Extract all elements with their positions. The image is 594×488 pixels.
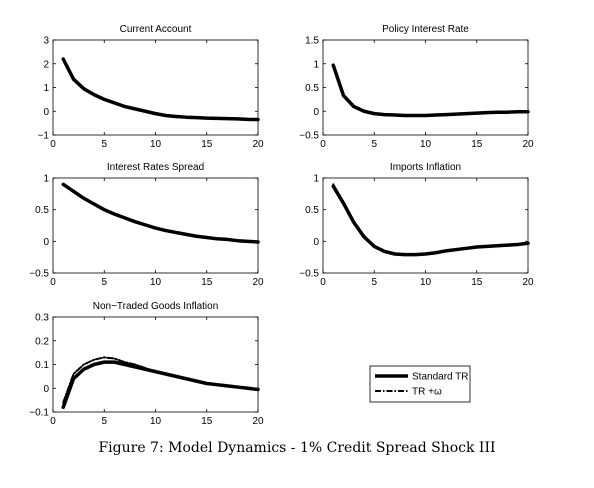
x-tick-label: 0 xyxy=(320,139,326,150)
legend-label: TR +ω xyxy=(412,387,442,398)
x-tick-label: 10 xyxy=(420,139,432,150)
series-line-tr-omega xyxy=(62,183,259,243)
panel-title: Imports Inflation xyxy=(390,162,461,173)
x-tick-label: 20 xyxy=(522,277,534,288)
y-tick-label: 1 xyxy=(43,83,49,94)
x-tick-label: 5 xyxy=(101,139,107,150)
axes-frame xyxy=(322,177,529,274)
y-tick-label: 0 xyxy=(43,384,49,395)
legend-label: Standard TR xyxy=(412,372,469,383)
x-tick-label: 20 xyxy=(252,416,264,427)
y-tick-label: 3 xyxy=(43,36,49,47)
x-tick-label: 10 xyxy=(150,416,162,427)
y-tick-label: 0.5 xyxy=(35,205,49,216)
y-tick-label: 0 xyxy=(43,237,49,248)
x-tick-label: 5 xyxy=(371,139,377,150)
y-tick-label: 0 xyxy=(43,107,49,118)
x-tick-label: 10 xyxy=(150,139,162,150)
figure-caption: Figure 7: Model Dynamics - 1% Credit Spr… xyxy=(98,440,496,456)
x-tick-label: 10 xyxy=(420,277,432,288)
panel-title: Policy Interest Rate xyxy=(382,24,469,35)
series-line-standard-tr xyxy=(61,57,260,122)
series-line-standard-tr xyxy=(61,360,260,409)
x-tick-label: 15 xyxy=(471,139,483,150)
x-tick-label: 15 xyxy=(201,416,213,427)
y-tick-label: 0 xyxy=(313,107,319,118)
y-tick-label: −0.5 xyxy=(299,269,319,280)
series-line-standard-tr xyxy=(61,182,260,244)
x-tick-label: 20 xyxy=(252,139,264,150)
y-tick-label: 2 xyxy=(43,59,49,70)
y-tick-label: 0.1 xyxy=(35,360,49,371)
x-tick-label: 0 xyxy=(50,416,56,427)
axes-frame xyxy=(52,177,259,274)
panel-title: Current Account xyxy=(120,24,192,35)
legend: Standard TR TR +ω xyxy=(369,365,471,403)
y-tick-label: 1 xyxy=(43,174,49,185)
x-tick-label: 5 xyxy=(101,277,107,288)
x-tick-label: 15 xyxy=(471,277,483,288)
y-tick-label: 0 xyxy=(313,237,319,248)
y-tick-label: −0.5 xyxy=(29,269,49,280)
x-tick-label: 15 xyxy=(201,139,213,150)
x-tick-label: 5 xyxy=(371,277,377,288)
panel-title: Non−Traded Goods Inflation xyxy=(93,301,219,312)
y-tick-label: −0.1 xyxy=(29,408,49,419)
x-tick-label: 0 xyxy=(50,139,56,150)
y-tick-label: 0.5 xyxy=(305,83,319,94)
x-tick-label: 5 xyxy=(101,416,107,427)
y-tick-label: 0.5 xyxy=(305,205,319,216)
y-tick-label: 1.5 xyxy=(305,36,319,47)
legend-frame xyxy=(369,365,471,403)
x-tick-label: 20 xyxy=(522,139,534,150)
series-line-tr-omega xyxy=(332,64,529,117)
series-line-standard-tr xyxy=(331,63,530,118)
y-tick-label: 1 xyxy=(313,59,319,70)
y-tick-label: 0.2 xyxy=(35,336,49,347)
x-tick-label: 15 xyxy=(201,277,213,288)
x-tick-label: 20 xyxy=(252,277,264,288)
y-tick-label: 0.3 xyxy=(35,313,49,324)
x-tick-label: 0 xyxy=(320,277,326,288)
axes-frame xyxy=(322,39,529,136)
y-tick-label: −0.5 xyxy=(299,131,319,142)
x-tick-label: 10 xyxy=(150,277,162,288)
y-tick-label: −1 xyxy=(38,131,50,142)
series-line-tr-omega xyxy=(62,356,259,404)
panel-title: Interest Rates Spread xyxy=(107,162,204,173)
series-line-tr-omega xyxy=(332,183,529,256)
series-line-tr-omega xyxy=(62,58,259,121)
x-tick-label: 0 xyxy=(50,277,56,288)
series-line-standard-tr xyxy=(331,184,530,257)
y-tick-label: 1 xyxy=(313,174,319,185)
